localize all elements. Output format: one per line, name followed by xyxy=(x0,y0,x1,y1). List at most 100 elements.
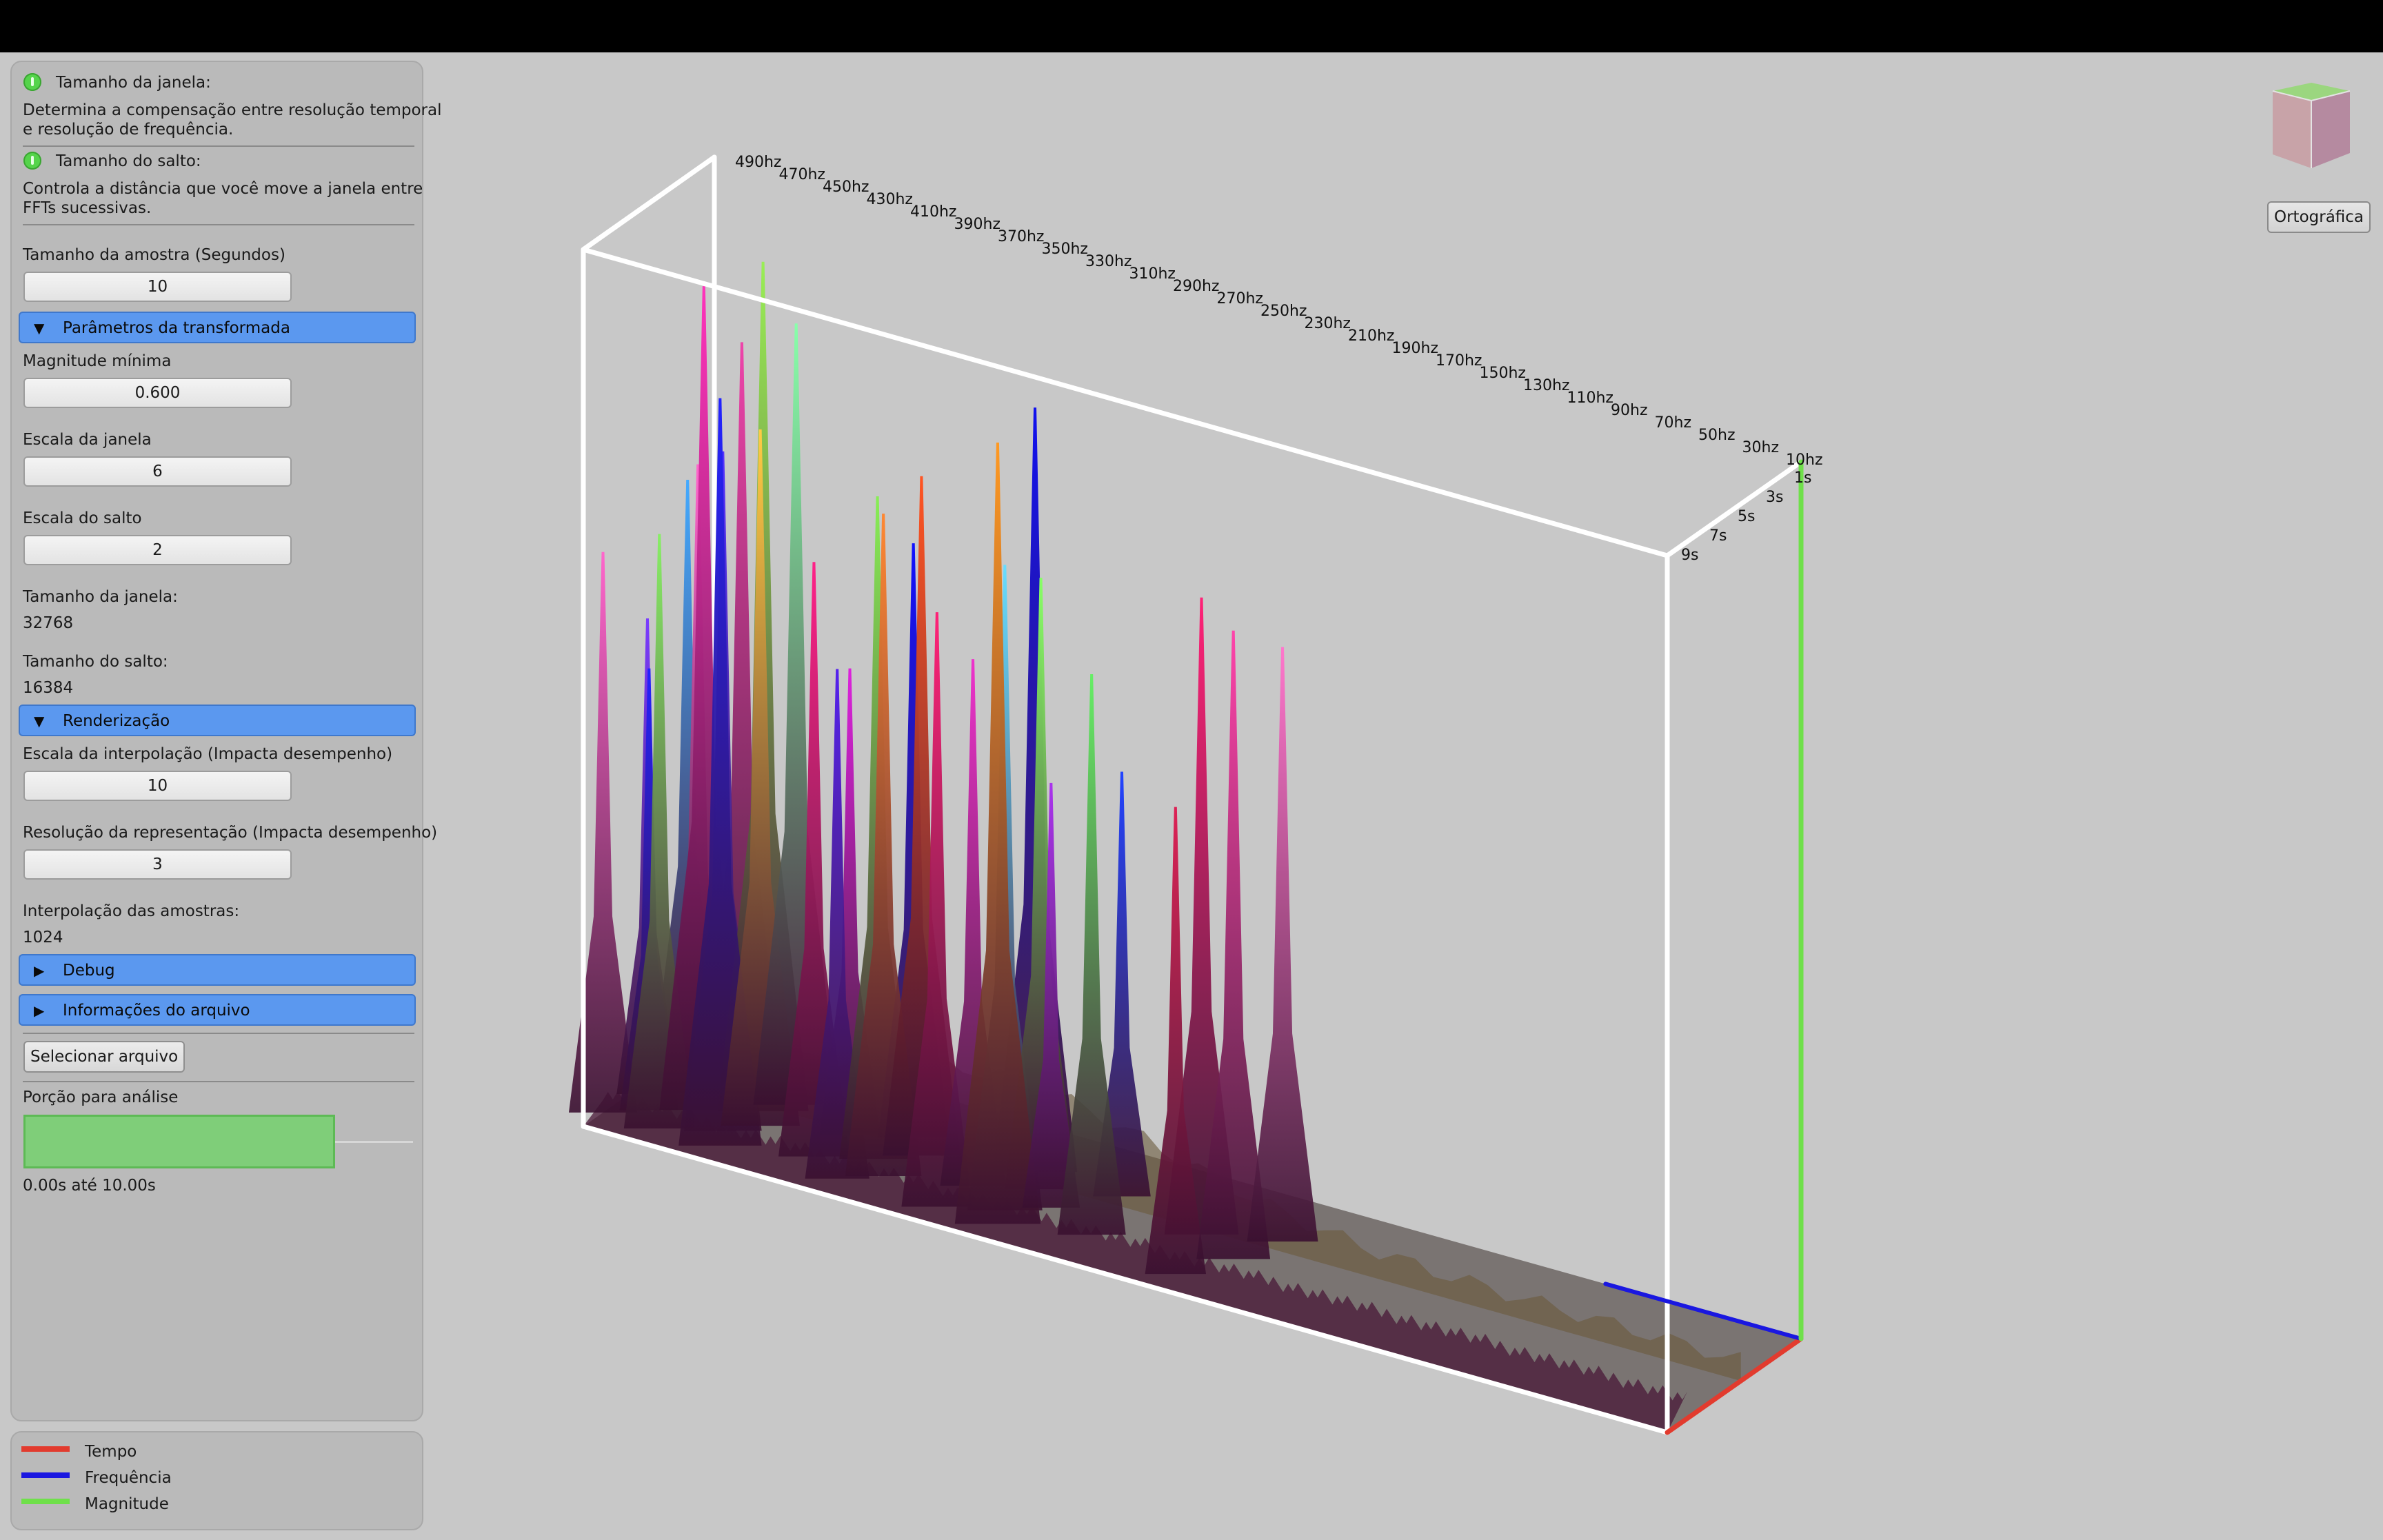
min-magnitude-input[interactable]: 0.600 xyxy=(23,378,292,408)
hop-size-help-title: Tamanho do salto: xyxy=(56,152,201,170)
spectrum-peak xyxy=(1005,578,1078,1190)
analysis-portion-label: Porção para análise xyxy=(23,1088,179,1106)
bounding-box xyxy=(581,154,1804,1435)
hop-scale-input[interactable]: 2 xyxy=(23,535,292,565)
repr-resolution-label: Resolução da representação (Impacta dese… xyxy=(23,824,438,842)
title-bar xyxy=(0,0,2383,52)
frequency-tick-label: 70hz xyxy=(1655,414,1692,432)
spectrum-peak xyxy=(721,429,800,1126)
frequency-tick-label: 350hz xyxy=(1042,241,1088,258)
triangle-right-icon: ▶ xyxy=(34,962,45,979)
spectrum-peak xyxy=(1057,674,1126,1235)
debug-section[interactable]: ▶ Debug xyxy=(19,954,416,986)
axis-tick-labels: 490hz470hz450hz430hz410hz390hz370hz350hz… xyxy=(735,154,1823,564)
frequency-tick-label: 250hz xyxy=(1260,303,1307,320)
box-edge xyxy=(581,1124,1670,1435)
frequency-tick-label: 290hz xyxy=(1173,278,1219,295)
frequency-tick-label: 170hz xyxy=(1436,352,1482,369)
nav-cube-left-face[interactable] xyxy=(2273,91,2311,168)
legend-swatch-frequency xyxy=(21,1472,70,1478)
interp-scale-label: Escala da interpolação (Impacta desempen… xyxy=(23,745,393,763)
spectrum-peak xyxy=(700,342,784,1090)
spectrum-peak xyxy=(845,514,922,1177)
select-file-button[interactable]: Selecionar arquivo xyxy=(23,1041,185,1073)
frequency-tick-label: 30hz xyxy=(1742,439,1780,456)
section-label: Debug xyxy=(63,962,115,980)
frequency-tick-label: 10hz xyxy=(1786,452,1823,469)
box-edge xyxy=(581,154,717,252)
divider xyxy=(23,1081,414,1082)
projection-toggle-button[interactable]: Ortográfica xyxy=(2267,201,2371,233)
sample-size-label: Tamanho da amostra (Segundos) xyxy=(23,246,285,264)
box-edge xyxy=(1665,459,1804,558)
rendering-section[interactable]: ▼ Renderização xyxy=(19,705,416,736)
triangle-down-icon: ▼ xyxy=(34,713,45,729)
hop-scale-label: Escala do salto xyxy=(23,509,142,527)
hop-size-readout-value: 16384 xyxy=(23,679,74,697)
spectrum-peak xyxy=(568,551,638,1113)
spectrum-peak xyxy=(659,286,749,1111)
spectrum-peak xyxy=(753,323,839,1105)
sample-interp-label: Interpolação das amostras: xyxy=(23,902,240,920)
spectrum-peak xyxy=(1196,630,1271,1259)
info-icon[interactable] xyxy=(23,152,41,170)
spectrum-peak xyxy=(1247,647,1318,1242)
time-tick-label: 9s xyxy=(1681,547,1698,564)
nav-cube-right-face[interactable] xyxy=(2311,91,2350,168)
analysis-range-text: 0.00s até 10.00s xyxy=(23,1177,156,1195)
window-size-help-title: Tamanho da janela: xyxy=(56,74,211,92)
time-tick-label: 7s xyxy=(1709,527,1727,545)
time-axis xyxy=(1665,1336,1804,1435)
window-scale-input[interactable]: 6 xyxy=(23,456,292,487)
section-label: Informações do arquivo xyxy=(63,1002,250,1020)
frequency-tick-label: 450hz xyxy=(823,179,869,196)
spectrum-peaks xyxy=(568,261,1318,1275)
spectrum-peak xyxy=(652,480,723,1075)
spectrum-peak xyxy=(883,476,961,1156)
spectrum-peak xyxy=(1093,771,1151,1197)
frequency-tick-label: 370hz xyxy=(998,228,1044,245)
nav-cube-top-face[interactable] xyxy=(2273,83,2350,101)
frequency-tick-label: 310hz xyxy=(1129,265,1176,283)
window-size-readout-label: Tamanho da janela: xyxy=(23,588,178,606)
frequency-tick-label: 110hz xyxy=(1567,389,1613,407)
frequency-tick-label: 150hz xyxy=(1480,365,1526,382)
navigation-cube[interactable] xyxy=(2263,77,2360,174)
sample-interp-value: 1024 xyxy=(23,929,63,946)
frequency-tick-label: 90hz xyxy=(1611,402,1648,419)
window-scale-label: Escala da janela xyxy=(23,431,152,449)
analysis-range-selection[interactable] xyxy=(23,1115,335,1168)
spectrum-peak xyxy=(940,659,1006,1186)
axis-legend: Tempo Frequência Magnitude xyxy=(10,1431,423,1530)
section-label: Renderização xyxy=(63,712,170,730)
time-tick-label: 3s xyxy=(1766,489,1783,506)
legend-swatch-magnitude xyxy=(21,1499,70,1504)
frequency-tick-label: 210hz xyxy=(1348,327,1394,345)
spectrum-peak xyxy=(954,442,1041,1224)
file-info-section[interactable]: ▶ Informações do arquivo xyxy=(19,994,416,1026)
frequency-tick-label: 490hz xyxy=(735,154,781,171)
window-size-readout-value: 32768 xyxy=(23,614,74,632)
spectrum-peak xyxy=(678,398,762,1146)
settings-panel: Tamanho da janela: Determina a compensaç… xyxy=(10,61,442,1421)
sample-size-input[interactable]: 10 xyxy=(23,272,292,302)
frequency-tick-label: 390hz xyxy=(954,216,1001,233)
interp-scale-input[interactable]: 10 xyxy=(23,771,292,801)
frequency-tick-label: 470hz xyxy=(779,166,825,183)
legend-label-time: Tempo xyxy=(85,1443,137,1461)
repr-resolution-input[interactable]: 3 xyxy=(23,849,292,880)
spectrum-peak xyxy=(778,562,849,1157)
frequency-axis xyxy=(1603,1281,1803,1341)
window-size-help-text-1: Determina a compensação entre resolução … xyxy=(23,101,442,119)
transform-parameters-section[interactable]: ▼ Parâmetros da transformada xyxy=(19,312,416,343)
info-icon[interactable] xyxy=(23,73,41,91)
spectrum-peak xyxy=(901,612,973,1207)
time-tick-label: 1s xyxy=(1794,469,1811,487)
time-tick-label: 5s xyxy=(1738,508,1755,525)
spectrum-peak xyxy=(819,668,881,1136)
frequency-tick-label: 270hz xyxy=(1217,290,1263,307)
divider xyxy=(23,145,414,147)
spectrum-peak xyxy=(1022,782,1080,1208)
triangle-down-icon: ▼ xyxy=(34,320,45,336)
